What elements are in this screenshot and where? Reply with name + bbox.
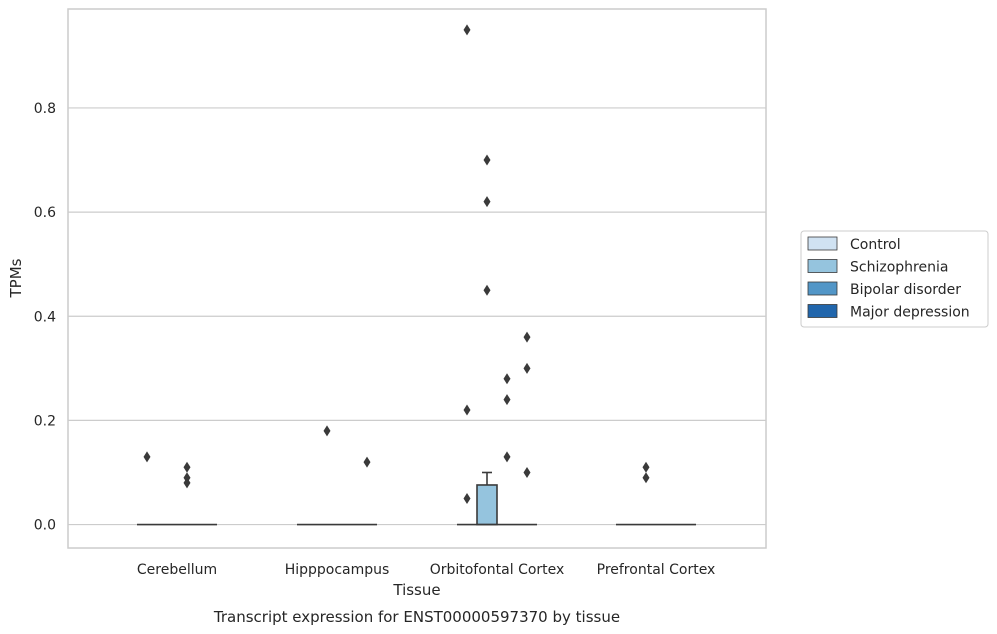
legend-label: Control: [850, 237, 901, 253]
outlier-point: [503, 394, 511, 406]
outlier-point: [642, 472, 650, 484]
outlier-point: [503, 451, 511, 463]
outlier-point: [463, 404, 471, 416]
legend-entries: Control Schizophrenia Bipolar disorder Majo…: [807, 236, 970, 321]
y-axis-title: TPMs: [7, 258, 25, 298]
outlier-point: [363, 456, 371, 468]
legend: Control Schizophrenia Bipolar disorder Majo…: [800, 230, 989, 328]
outlier-point: [523, 362, 531, 374]
outlier-point: [523, 331, 531, 343]
y-tick-label: 0.6: [34, 205, 56, 221]
outlier-point: [143, 451, 151, 463]
outlier-point: [463, 24, 471, 36]
chart-caption: Transcript expression for ENST0000059737…: [213, 608, 620, 626]
box: [476, 484, 498, 526]
outlier-point: [183, 461, 191, 473]
x-axis-title: Tissue: [392, 581, 440, 599]
outlier-point: [483, 284, 491, 296]
x-tick-label: Prefrontal Cortex: [597, 562, 716, 578]
plot-background: [68, 9, 766, 548]
outlier-point: [483, 154, 491, 166]
x-tick-label: Hipppocampus: [285, 562, 390, 578]
outlier-point: [183, 472, 191, 484]
outlier-point: [523, 466, 531, 478]
outlier-point: [483, 196, 491, 208]
plot-frame: [67, 8, 767, 549]
y-tick-label: 0.2: [34, 413, 56, 429]
outlier-point: [323, 425, 331, 437]
legend-frame: [800, 230, 989, 328]
y-tick-label: 0.4: [34, 309, 56, 325]
legend-label: Bipolar disorder: [850, 282, 961, 298]
legend-swatch: [807, 236, 838, 251]
y-tick-label: 0.0: [34, 518, 56, 534]
outlier-point: [463, 493, 471, 505]
outlier-point: [642, 461, 650, 473]
legend-swatch: [807, 259, 838, 273]
legend-swatch: [807, 281, 838, 296]
outlier-point: [503, 373, 511, 385]
x-tick-label: Cerebellum: [137, 562, 217, 578]
x-tick-labels: Cerebellum Hipppocampus Orbitofontal Corte…: [137, 562, 715, 578]
legend-label: Major depression: [850, 305, 970, 321]
legend-label: Schizophrenia: [850, 260, 948, 276]
y-tick-labels: 0.0 0.2 0.4 0.6 0.8: [34, 101, 56, 534]
legend-swatch: [807, 304, 838, 318]
x-tick-label: Orbitofontal Cortex: [430, 562, 565, 578]
outlier-points: [143, 24, 650, 505]
box-series: [137, 471, 696, 526]
y-tick-label: 0.8: [34, 101, 56, 117]
